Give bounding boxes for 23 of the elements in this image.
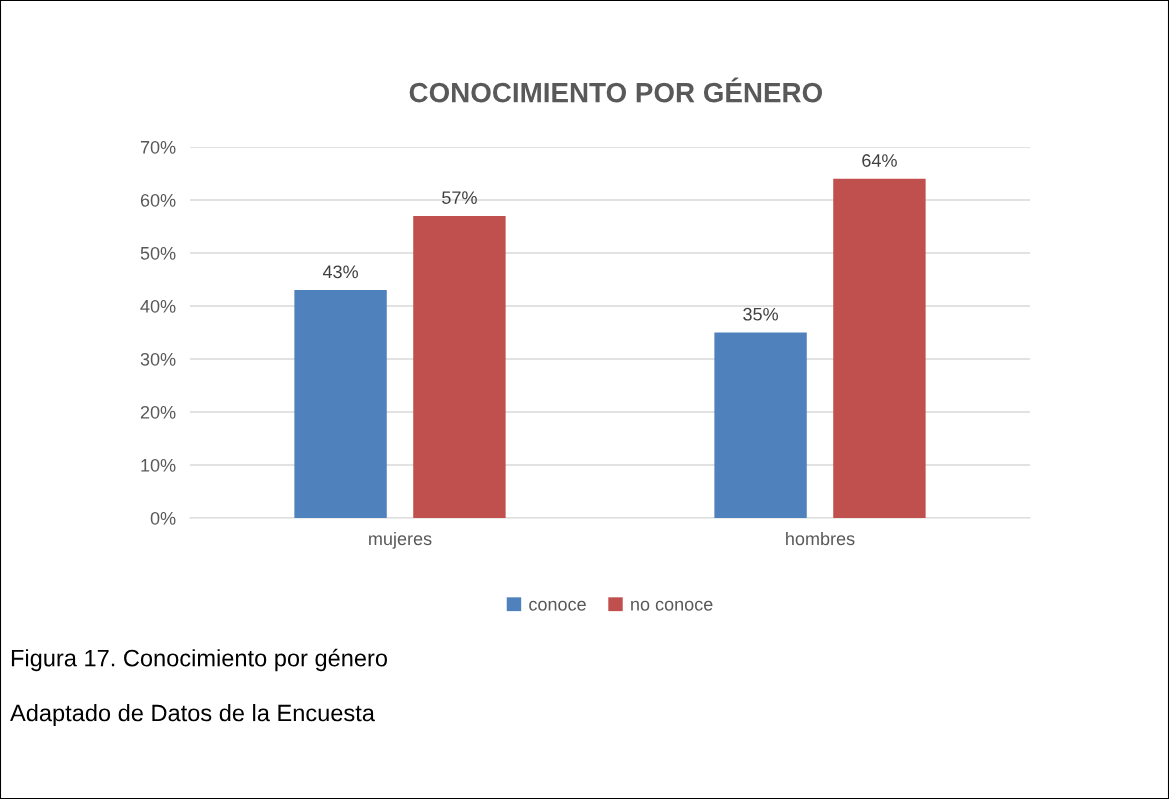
y-tick-label: 40%	[140, 299, 176, 313]
y-tick-label: 0%	[150, 511, 176, 525]
text: Adaptado de Datos de la Encuesta	[10, 703, 375, 727]
y-tick-label: 30%	[140, 352, 176, 366]
legend-label: conoce	[529, 600, 586, 611]
x-tick-label: hombres	[786, 531, 855, 546]
y-tick-label: 10%	[141, 458, 176, 472]
y-tick-label: 50%	[140, 246, 176, 260]
y-tick-label: 60%	[140, 193, 176, 207]
y-tick-label: 70%	[140, 140, 176, 154]
bar	[833, 178, 926, 518]
bar	[413, 215, 506, 518]
data-label: 57%	[442, 191, 477, 204]
y-tick-label: 20%	[140, 405, 176, 419]
bar	[714, 332, 807, 518]
legend-label: no conoce	[631, 600, 713, 611]
text: Figura 17. Conocimiento por género	[11, 648, 388, 672]
data-label: 43%	[322, 265, 358, 279]
bar	[294, 290, 387, 518]
data-label: 35%	[743, 307, 778, 321]
chart-title: CONOCIMIENTO POR GÉNERO	[409, 77, 823, 103]
data-label: 64%	[862, 154, 897, 167]
x-tick-label: mujeres	[369, 531, 432, 549]
